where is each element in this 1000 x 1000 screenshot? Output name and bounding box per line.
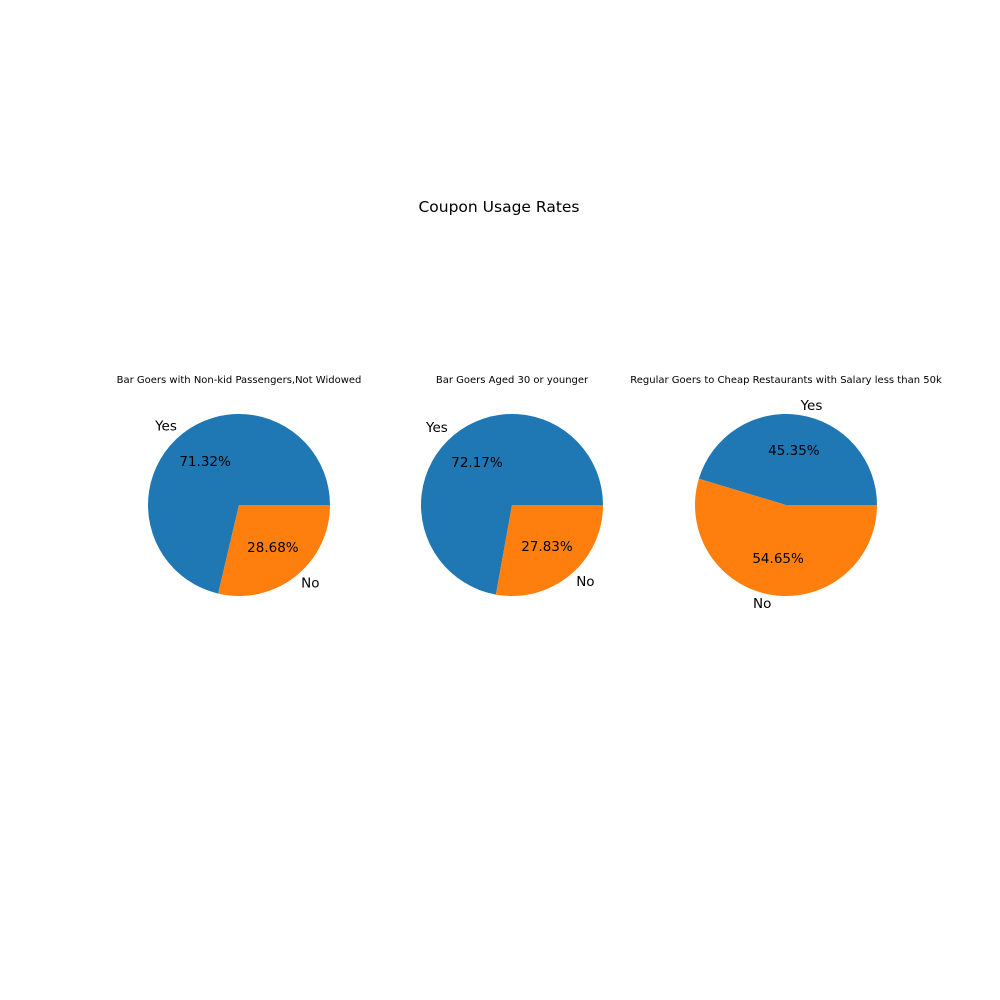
pie-slice-no (695, 478, 877, 597)
pie-slice-no (495, 505, 603, 597)
pie-category-label: No (753, 596, 771, 612)
pie-chart-bar-goers-aged-30: Bar Goers Aged 30 or younger 72.17% Yes 27… (421, 375, 603, 597)
pie-category-label: Yes (800, 398, 823, 414)
pie-chart-bar-goers-non-kid: Bar Goers with Non-kid Passengers,Not Wi… (117, 375, 362, 597)
pie-chart-cheap-restaurants: Regular Goers to Cheap Restaurants with … (630, 375, 942, 612)
pie-category-label: Yes (425, 420, 448, 436)
pie-slice-no (218, 505, 330, 597)
pie-percent-label: 71.32% (179, 454, 231, 470)
pie-slice-yes (148, 414, 330, 594)
figure-title: Coupon Usage Rates (418, 198, 579, 216)
pie-percent-label: 28.68% (247, 540, 299, 556)
pie-category-label: Yes (154, 419, 177, 435)
pie-percent-label: 45.35% (768, 443, 820, 459)
pie-slice-yes (698, 414, 877, 505)
pie-percent-label: 27.83% (521, 539, 573, 555)
pie-percent-label: 54.65% (752, 551, 804, 567)
pie-title: Bar Goers Aged 30 or younger (436, 375, 589, 386)
pie-title: Regular Goers to Cheap Restaurants with … (630, 375, 942, 386)
pie-slice-yes (421, 414, 603, 595)
pie-title: Bar Goers with Non-kid Passengers,Not Wi… (117, 375, 362, 386)
pie-category-label: No (301, 576, 319, 592)
pie-category-label: No (576, 574, 594, 590)
pie-percent-label: 72.17% (451, 455, 503, 471)
